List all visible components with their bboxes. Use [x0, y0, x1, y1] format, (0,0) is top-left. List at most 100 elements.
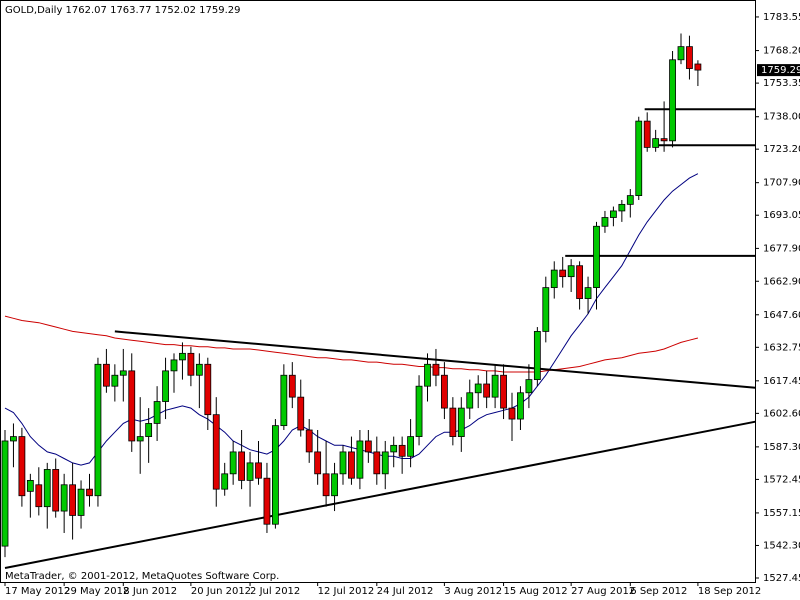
candle-body	[187, 352, 195, 376]
candle-body	[195, 363, 203, 376]
candle-body	[601, 217, 609, 227]
candle-body	[483, 383, 491, 398]
x-tick-label: 12 Jul 2012	[318, 586, 375, 597]
candle-body	[364, 440, 372, 453]
candle-body	[500, 374, 507, 409]
candle-body	[18, 436, 26, 497]
candle-body	[694, 63, 702, 71]
x-tick-label: 27 Aug 2012	[571, 586, 635, 597]
candle-body	[69, 484, 76, 516]
candle-body	[86, 488, 93, 497]
candle-body	[145, 423, 153, 437]
candle-body	[593, 225, 600, 289]
candle-body	[170, 359, 178, 372]
candle-body	[246, 462, 254, 481]
candle-body	[153, 401, 161, 424]
x-tick-label: 18 Sep 2012	[698, 586, 761, 597]
candle-body	[297, 396, 305, 431]
y-tick-label: 1707.90	[763, 178, 800, 189]
candle-body	[474, 383, 482, 394]
candle-body	[576, 265, 583, 299]
y-tick-label: 1647.60	[763, 310, 800, 321]
candle-body	[550, 269, 558, 289]
x-tick-label: 24 Jul 2012	[377, 586, 434, 597]
candle-body	[635, 120, 643, 197]
candle-body	[212, 414, 220, 490]
candle-body	[339, 451, 347, 475]
y-tick-label: 1557.15	[763, 508, 800, 519]
x-tick-label: 8 Jun 2012	[123, 586, 177, 597]
chart-title: GOLD,Daily 1762.07 1763.77 1752.02 1759.…	[5, 5, 241, 16]
candle-body	[508, 407, 516, 420]
candle-body	[263, 477, 271, 525]
y-tick-label: 1677.90	[763, 243, 800, 254]
candle-body	[440, 374, 448, 409]
candle-body	[136, 436, 144, 442]
candle-body	[626, 195, 634, 205]
candle-body	[643, 120, 651, 148]
trendline	[4, 420, 756, 570]
candle-body	[229, 451, 237, 475]
candle-body	[119, 370, 127, 376]
candle-body	[271, 425, 279, 525]
candle-body	[103, 363, 110, 387]
x-tick-label: 6 Sep 2012	[630, 586, 687, 597]
candle-body	[314, 451, 322, 475]
candle-body	[128, 370, 136, 442]
candle-body	[669, 59, 676, 142]
candle-body	[491, 374, 499, 398]
candle-body	[52, 469, 60, 512]
candle-body	[432, 363, 440, 376]
moving-average	[4, 315, 699, 373]
candle-body	[466, 392, 474, 409]
y-tick-label: 1632.75	[763, 342, 800, 353]
candle-body	[255, 462, 262, 479]
y-tick-label: 1723.20	[763, 144, 800, 155]
candle-body	[686, 46, 693, 69]
candle-body	[660, 138, 668, 142]
y-tick-label: 1527.45	[763, 573, 800, 584]
candle-body	[331, 473, 338, 497]
candle-body	[525, 379, 533, 394]
candle-body	[35, 484, 43, 508]
candle-body	[280, 374, 288, 427]
candle-body	[567, 265, 575, 278]
candle-body	[559, 269, 567, 278]
candle-body	[1, 440, 9, 547]
y-tick-label: 1768.20	[763, 46, 800, 57]
copyright: MetaTrader, © 2001-2012, MetaQuotes Soft…	[5, 571, 279, 582]
x-tick-label: 29 May 2012	[64, 586, 129, 597]
candle-body	[677, 46, 685, 61]
candle-body	[94, 363, 102, 497]
candle-body	[111, 374, 119, 387]
candle-body	[610, 210, 617, 218]
x-tick-label: 2 Jul 2012	[250, 586, 300, 597]
y-tick-label: 1783.55	[763, 12, 800, 23]
candle-body	[43, 469, 51, 508]
candle-body	[449, 407, 457, 437]
candle-body	[652, 138, 660, 148]
candle-body	[381, 451, 389, 475]
candle-body	[390, 444, 398, 453]
candle-body	[238, 451, 246, 481]
candle-body	[322, 473, 330, 497]
candle-body	[415, 385, 423, 437]
candle-body	[424, 363, 431, 387]
candle-body	[356, 440, 364, 479]
candle-body	[533, 331, 541, 381]
candle-body	[26, 479, 34, 492]
candle-body	[204, 363, 212, 416]
x-tick-label: 15 Aug 2012	[504, 586, 568, 597]
candle-body	[179, 352, 186, 361]
y-tick-label: 1617.45	[763, 376, 800, 387]
candle-body	[618, 203, 626, 212]
plot-frame	[0, 0, 756, 583]
x-tick-label: 20 Jun 2012	[191, 586, 251, 597]
y-tick-label: 1693.05	[763, 210, 800, 221]
candle-body	[584, 287, 592, 299]
candle-body	[221, 473, 229, 490]
candle-body	[10, 436, 17, 442]
y-tick-label: 1572.45	[763, 474, 800, 485]
y-tick-label: 1602.60	[763, 408, 800, 419]
